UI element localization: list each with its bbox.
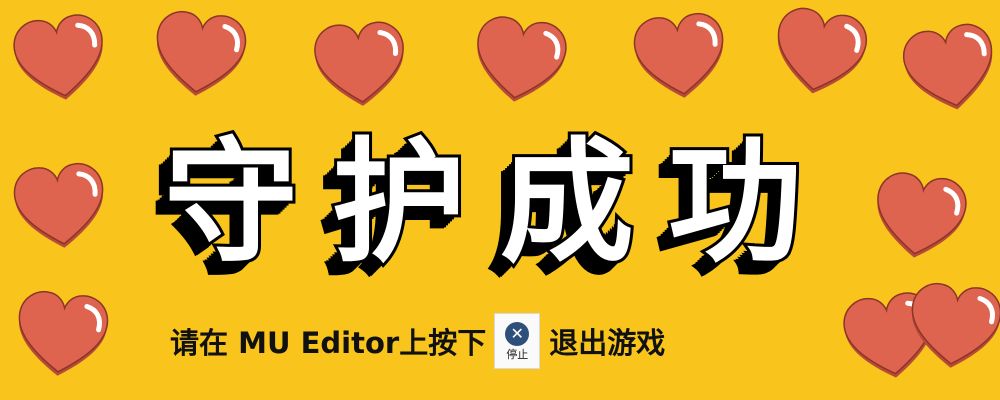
close-icon: ✕ bbox=[505, 322, 530, 346]
instruction-after: 退出游戏 bbox=[549, 326, 666, 360]
title-text: 守护成功 bbox=[161, 125, 836, 281]
stop-button[interactable]: ✕ 停止 bbox=[494, 313, 541, 369]
heart-icon bbox=[877, 172, 967, 258]
heart-icon bbox=[13, 163, 104, 248]
stop-button-label: 停止 bbox=[506, 348, 529, 361]
instruction-before: 请在 MU Editor上按下 bbox=[170, 326, 487, 360]
title-banner: 守护成功 bbox=[50, 118, 950, 288]
heart-icon bbox=[18, 291, 109, 376]
instruction-line: 请在 MU Editor上按下 ✕ 停止 退出游戏 bbox=[170, 311, 665, 371]
heart-icon bbox=[314, 21, 404, 106]
heart-icon bbox=[633, 13, 724, 98]
heart-icon bbox=[777, 7, 868, 94]
heart-icon bbox=[477, 16, 567, 102]
heart-icon bbox=[843, 292, 933, 378]
heart-icon bbox=[902, 23, 993, 110]
heart-icon bbox=[911, 283, 1000, 368]
heart-icon bbox=[156, 11, 247, 96]
heart-icon bbox=[13, 14, 103, 100]
